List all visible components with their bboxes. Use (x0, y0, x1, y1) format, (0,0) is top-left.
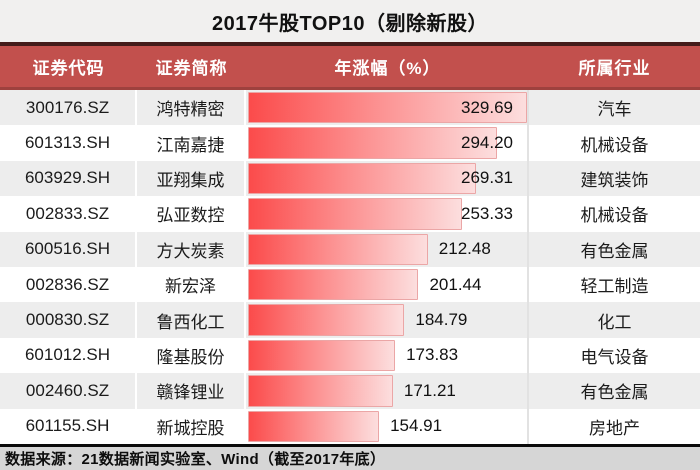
cell-code: 000830.SZ (0, 302, 137, 338)
cell-name: 新宏泽 (137, 266, 246, 303)
cell-name: 赣锋锂业 (137, 373, 246, 409)
cell-industry: 房地产 (589, 418, 640, 438)
table-header: 证券代码 证券简称 年涨幅（%） 所属行业 (0, 46, 700, 87)
cell-industry: 电气设备 (580, 347, 649, 367)
table-row: 002833.SZ 弘亚数控 253.33 机械设备 (0, 196, 700, 232)
value-label: 184.79 (415, 310, 468, 330)
value-label: 253.33 (461, 203, 513, 223)
column-header-industry: 所属行业 (578, 59, 651, 78)
footer-divider (0, 444, 700, 447)
cell-name: 亚翔集成 (137, 160, 246, 197)
value-bar (248, 339, 396, 372)
value-label: 294.20 (461, 133, 513, 153)
title-bar: 2017牛股TOP10（剔除新股） (0, 0, 700, 42)
column-header-change: 年涨幅（%） (334, 59, 441, 78)
cell-name: 江南嘉捷 (137, 125, 246, 161)
cell-name: 方大炭素 (137, 231, 246, 267)
cell-code: 300176.SZ (0, 90, 137, 126)
cell-bar: 269.31 (246, 160, 529, 197)
value-bar (248, 268, 419, 301)
cell-name: 鲁西化工 (137, 302, 246, 338)
table-row: 603929.SH 亚翔集成 269.31 建筑装饰 (0, 160, 700, 197)
value-label: 212.48 (438, 239, 491, 259)
top-divider (0, 42, 700, 46)
value-bar (248, 410, 380, 442)
cell-code: 002833.SZ (0, 196, 137, 232)
table-body: 300176.SZ 鸿特精密 329.69 汽车 601313.SH 江南嘉捷 … (0, 90, 700, 444)
value-bar (248, 233, 428, 265)
cell-name: 鸿特精密 (137, 90, 246, 126)
cell-bar: 154.91 (246, 408, 529, 444)
cell-code: 601313.SH (0, 125, 137, 161)
table-row: 002836.SZ 新宏泽 201.44 轻工制造 (0, 266, 700, 303)
cell-name: 隆基股份 (137, 337, 246, 374)
cell-industry: 建筑装饰 (580, 170, 649, 190)
value-label: 173.83 (406, 345, 459, 365)
cell-name: 新城控股 (137, 408, 246, 444)
header-divider (0, 87, 700, 90)
table-row: 601155.SH 新城控股 154.91 房地产 (0, 408, 700, 444)
cell-bar: 329.69 (246, 90, 529, 126)
cell-code: 002460.SZ (0, 373, 137, 409)
cell-code: 002836.SZ (0, 266, 137, 303)
value-bar (248, 127, 497, 159)
cell-bar: 171.21 (246, 373, 529, 409)
page-title: 2017牛股TOP10（剔除新股） (212, 12, 488, 35)
value-bar (248, 375, 393, 407)
cell-industry: 轻工制造 (580, 277, 649, 297)
source-note: 数据来源：21数据新闻实验室、Wind（截至2017年底） (5, 451, 386, 468)
cell-industry: 有色金属 (580, 241, 649, 261)
cell-industry: 有色金属 (580, 383, 649, 403)
cell-code: 601012.SH (0, 337, 137, 374)
footer-bar: 数据来源：21数据新闻实验室、Wind（截至2017年底） (0, 447, 700, 470)
value-label: 329.69 (461, 97, 513, 117)
cell-code: 601155.SH (0, 408, 137, 444)
value-bar (248, 92, 527, 124)
cell-bar: 173.83 (246, 337, 529, 374)
cell-industry: 汽车 (597, 100, 632, 120)
column-header-code: 证券代码 (32, 59, 105, 78)
value-bar (248, 162, 476, 195)
cell-industry: 机械设备 (580, 206, 649, 226)
column-header-name: 证券简称 (155, 59, 228, 78)
value-bar (248, 198, 463, 230)
table-row: 300176.SZ 鸿特精密 329.69 汽车 (0, 90, 700, 126)
cell-bar: 212.48 (246, 231, 529, 267)
cell-code: 603929.SH (0, 160, 137, 197)
cell-bar: 201.44 (246, 266, 529, 303)
table-row: 601012.SH 隆基股份 173.83 电气设备 (0, 337, 700, 374)
table-row: 600516.SH 方大炭素 212.48 有色金属 (0, 231, 700, 267)
cell-code: 600516.SH (0, 231, 137, 267)
cell-bar: 253.33 (246, 196, 529, 232)
value-label: 171.21 (403, 380, 456, 400)
cell-name: 弘亚数控 (137, 196, 246, 232)
value-label: 269.31 (461, 168, 513, 188)
cell-industry: 机械设备 (580, 135, 649, 155)
cell-bar: 294.20 (246, 125, 529, 161)
table-row: 601313.SH 江南嘉捷 294.20 机械设备 (0, 125, 700, 161)
cell-industry: 化工 (597, 312, 632, 332)
table-row: 000830.SZ 鲁西化工 184.79 化工 (0, 302, 700, 338)
value-label: 201.44 (429, 274, 482, 294)
cell-bar: 184.79 (246, 302, 529, 338)
table-row: 002460.SZ 赣锋锂业 171.21 有色金属 (0, 373, 700, 409)
value-label: 154.91 (390, 416, 443, 436)
value-bar (248, 304, 405, 336)
